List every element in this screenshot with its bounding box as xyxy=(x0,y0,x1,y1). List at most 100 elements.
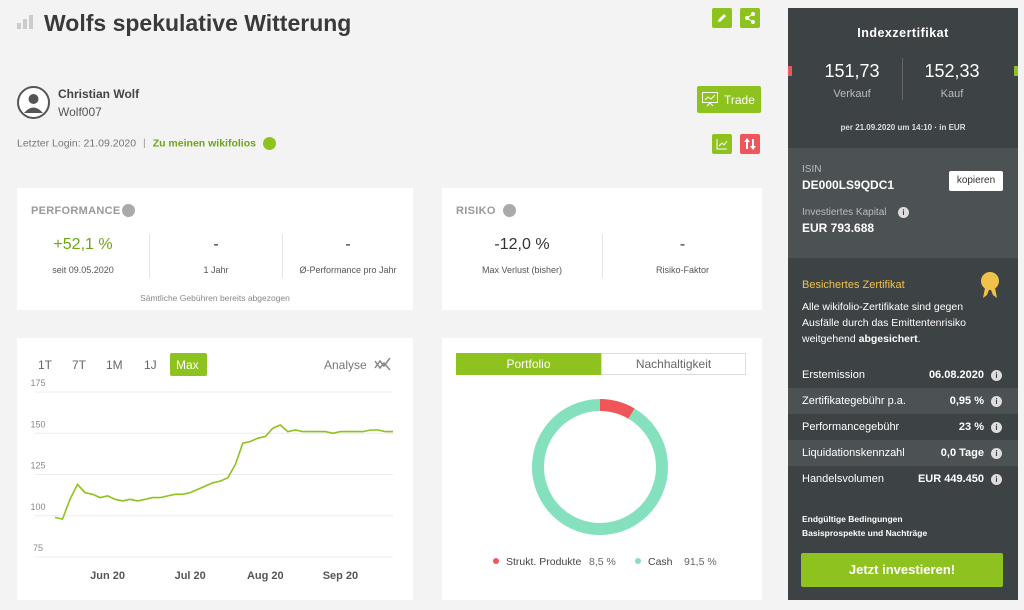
capital-label: Investiertes Kapital xyxy=(802,207,887,218)
legend-dot xyxy=(635,558,641,564)
performance-info[interactable] xyxy=(122,204,135,217)
performance-label: seit 09.05.2020 xyxy=(52,265,114,275)
x-tick-label: Jun 20 xyxy=(90,570,125,582)
share-button[interactable] xyxy=(740,8,760,28)
risk-value: -12,0 % xyxy=(494,236,550,253)
price-note: per 21.09.2020 um 14:10 · in EUR xyxy=(840,123,966,132)
fee-note: Sämtliche Gebühren bereits abgezogen xyxy=(140,293,290,303)
y-tick-label: 175 xyxy=(30,378,45,388)
info-icon[interactable]: i xyxy=(991,448,1002,459)
performance-value: - xyxy=(345,236,351,253)
edit-icon xyxy=(718,14,726,22)
analyse-link[interactable]: Analyse xyxy=(324,358,367,372)
divider xyxy=(902,58,903,100)
fact-value: 06.08.2020 xyxy=(928,369,984,381)
last-login: Letzter Login: 21.09.2020 xyxy=(17,137,137,150)
fact-value: EUR 449.450 xyxy=(917,473,984,485)
range-tab[interactable]: 1M xyxy=(106,358,123,372)
price-line xyxy=(54,424,393,521)
legend-dot xyxy=(493,558,499,564)
fact-row: Zertifikategebühr p.a. 0,95 % i xyxy=(788,388,1018,414)
isin-section: ISIN DE000LS9QDC1 kopieren Investiertes … xyxy=(788,148,1018,258)
fact-value: 23 % xyxy=(958,421,984,433)
fact-label: Liquidationskennzahl xyxy=(802,447,905,459)
range-tab[interactable]: Max xyxy=(176,358,199,372)
fact-value: 0,95 % xyxy=(949,395,984,407)
y-tick-label: 75 xyxy=(33,543,43,553)
x-tick-label: Jul 20 xyxy=(175,570,206,582)
isin-label: ISIN xyxy=(802,164,822,175)
secured-title: Besichertes Zertifikat xyxy=(802,279,905,291)
badge-icon xyxy=(981,272,999,298)
buy-price: 152,33 xyxy=(924,61,980,81)
performance-value: - xyxy=(213,236,219,253)
edit-button[interactable] xyxy=(712,8,732,28)
range-tab[interactable]: 7T xyxy=(72,358,87,372)
performance-title: PERFORMANCE xyxy=(31,205,121,217)
donut-segment xyxy=(599,399,635,419)
risk-title: RISIKO xyxy=(456,205,496,217)
trade-button[interactable]: Trade xyxy=(697,86,761,113)
x-tick-label: Aug 20 xyxy=(247,570,284,582)
alert-button[interactable] xyxy=(740,134,760,154)
fact-label: Erstemission xyxy=(802,369,865,381)
divider xyxy=(282,234,283,278)
info-icon[interactable]: i xyxy=(898,207,909,218)
range-tab[interactable]: 1T xyxy=(38,358,53,372)
sell-marker xyxy=(788,66,792,76)
sustainability-tab[interactable]: Nachhaltigkeit xyxy=(601,353,746,375)
sidebar-title: Indexzertifikat xyxy=(857,26,949,40)
chart-button[interactable] xyxy=(712,134,732,154)
trade-icon xyxy=(702,92,718,107)
analyse-icon[interactable] xyxy=(374,356,392,372)
info-icon[interactable]: i xyxy=(991,422,1002,433)
link-arrow[interactable] xyxy=(262,137,276,150)
alert-icon xyxy=(744,138,756,150)
sidebar: Indexzertifikat 151,73 Verkauf 152,33 Ka… xyxy=(788,8,1018,600)
donut-segment xyxy=(532,399,668,535)
page-title: Wolfs spekulative Witterung xyxy=(44,10,352,36)
title-icon xyxy=(17,15,33,29)
copy-button[interactable]: kopieren xyxy=(949,171,1003,191)
chart-icon xyxy=(716,139,728,150)
fact-label: Performancegebühr xyxy=(802,421,900,433)
fact-row: Handelsvolumen EUR 449.450 i xyxy=(788,466,1018,492)
legend-value: 91,5 % xyxy=(684,556,717,568)
fact-label: Zertifikategebühr p.a. xyxy=(802,395,906,407)
divider xyxy=(602,234,603,278)
isin: DE000LS9QDC1 xyxy=(802,178,895,192)
fact-row: Liquidationskennzahl 0,0 Tage i xyxy=(788,440,1018,466)
facts-table: Erstemission 06.08.2020 i Zertifikategebühr… xyxy=(788,362,1018,492)
risk-label: Risiko-Faktor xyxy=(655,265,709,275)
risk-info[interactable] xyxy=(503,204,516,217)
legend-value: 8,5 % xyxy=(589,556,616,568)
capital: EUR 793.688 xyxy=(802,221,875,235)
fact-row: Erstemission 06.08.2020 i xyxy=(788,362,1018,388)
info-icon[interactable]: i xyxy=(991,370,1002,381)
performance-card: PERFORMANCE +52,1 % seit 09.05.2020 - 1 … xyxy=(17,188,413,310)
y-tick-label: 100 xyxy=(30,502,45,512)
prospectus-link[interactable]: Basisprospekte und Nachträge xyxy=(802,528,928,538)
trader-handle: Wolf007 xyxy=(58,105,102,119)
trade-label[interactable]: Trade xyxy=(724,93,755,107)
donut-chart: Strukt. Produkte 8,5 % Cash 91,5 % xyxy=(493,399,717,568)
info-icon[interactable]: i xyxy=(991,474,1002,485)
wikifolios-link[interactable]: Zu meinen wikifolios xyxy=(152,137,256,150)
secured-end: . xyxy=(917,333,921,345)
invest-button[interactable]: Jetzt investieren! xyxy=(801,553,1003,587)
fact-value: 0,0 Tage xyxy=(940,447,984,459)
divider xyxy=(149,234,150,278)
login-line: Letzter Login: 21.09.2020 | Zu meinen wi… xyxy=(17,137,276,150)
range-tab[interactable]: 1J xyxy=(144,358,157,372)
portfolio-tab[interactable]: Portfolio xyxy=(456,353,601,375)
secured-text-body: Alle wikifolio-Zertifikate sind gegen Au… xyxy=(802,301,966,345)
sell-price: 151,73 xyxy=(824,61,880,81)
secured-bold: abgesichert xyxy=(858,333,918,345)
share-icon xyxy=(745,12,755,24)
info-icon[interactable]: i xyxy=(991,396,1002,407)
terms-link[interactable]: Endgültige Bedingungen xyxy=(802,514,903,524)
trader-name[interactable]: Christian Wolf xyxy=(58,87,140,101)
legend-label: Cash xyxy=(648,556,673,568)
fact-row: Performancegebühr 23 % i xyxy=(788,414,1018,440)
